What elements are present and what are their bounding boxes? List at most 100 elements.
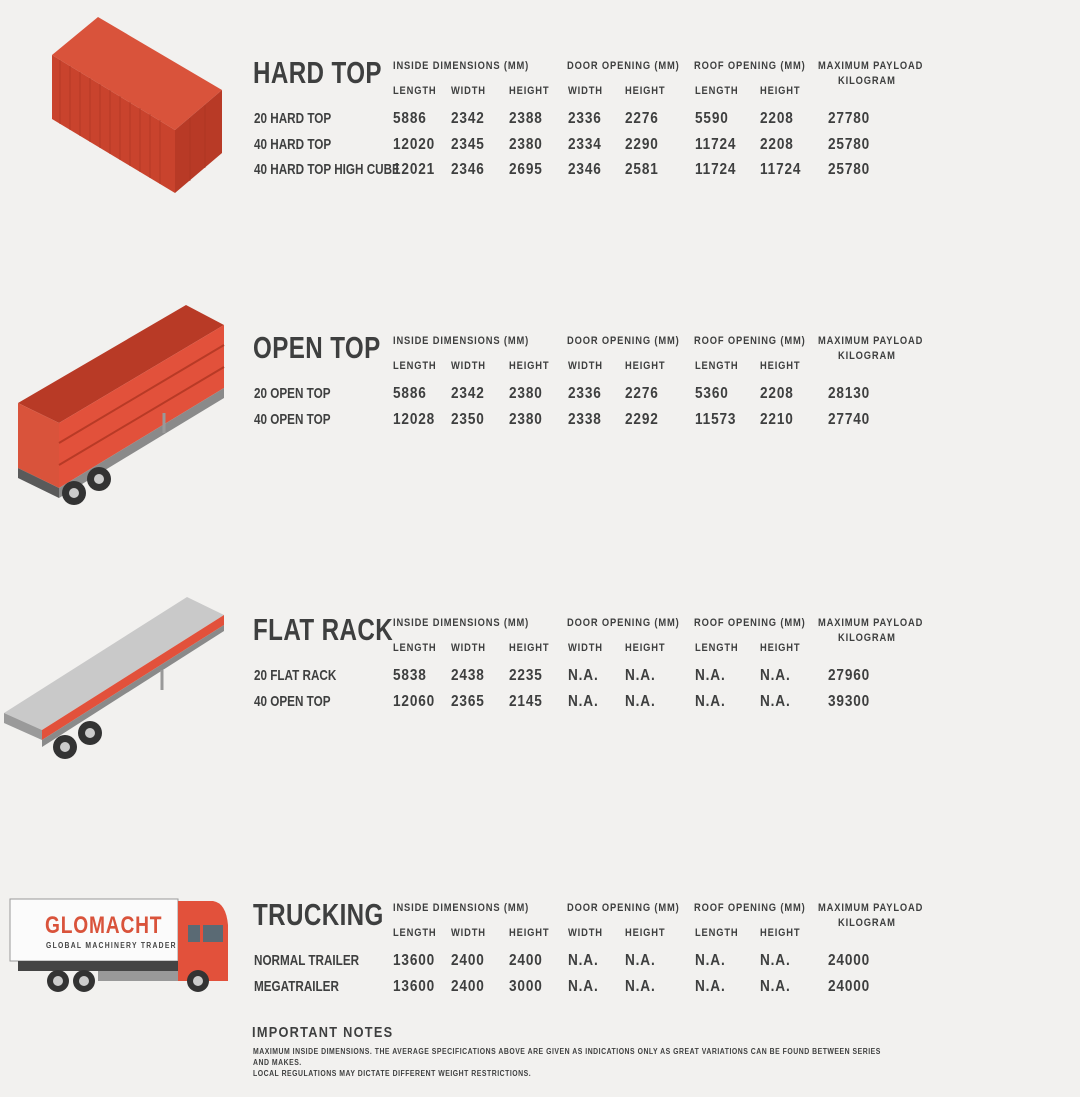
door-opening-header: DOOR OPENING (MM)	[567, 902, 680, 914]
section-title: FLAT RACK	[253, 612, 394, 647]
sub-header-width: WIDTH	[451, 360, 486, 372]
table-cell: N.A.	[760, 977, 791, 995]
table-cell: 5360	[695, 385, 729, 402]
row-label: 20 OPEN TOP	[254, 385, 331, 402]
max-payload-header: MAXIMUM PAYLOAD	[818, 617, 924, 629]
row-label: 40 HARD TOP	[254, 135, 332, 153]
table-cell: N.A.	[625, 667, 656, 684]
sub-header-length: LENGTH	[393, 642, 437, 654]
table-cell: 2334	[568, 135, 602, 153]
table-cell: 2342	[451, 385, 485, 402]
inside-dimensions-header: INSIDE DIMENSIONS (MM)	[393, 335, 530, 347]
sub-header-height: HEIGHT	[760, 360, 801, 372]
sub-header-height: HEIGHT	[625, 85, 666, 97]
inside-dimensions-header: INSIDE DIMENSIONS (MM)	[393, 617, 530, 629]
sub-header-height: HEIGHT	[760, 642, 801, 654]
table-cell: N.A.	[760, 667, 791, 684]
sub-header-width: WIDTH	[451, 85, 486, 97]
table-cell: N.A.	[760, 692, 791, 710]
table-cell: 2380	[509, 410, 543, 428]
table-cell: 2208	[760, 110, 794, 127]
table-cell: 2350	[451, 410, 485, 428]
table-cell: 28130	[828, 385, 871, 402]
sub-header-width: WIDTH	[451, 642, 486, 654]
table-cell: 2342	[451, 110, 485, 127]
door-opening-header: DOOR OPENING (MM)	[567, 335, 680, 347]
table-cell: 2346	[568, 161, 602, 178]
section-open-top: OPEN TOP INSIDE DIMENSIONS (MM) DOOR OPENI…	[0, 330, 1080, 530]
roof-opening-header: ROOF OPENING (MM)	[694, 902, 806, 914]
sub-header-height: HEIGHT	[625, 927, 666, 939]
kilogram-header: KILOGRAM	[838, 350, 896, 362]
table-cell: N.A.	[568, 977, 599, 995]
table-cell: 12020	[393, 135, 436, 153]
sub-header-height: HEIGHT	[760, 85, 801, 97]
sub-header-length: LENGTH	[695, 85, 739, 97]
kilogram-header: KILOGRAM	[838, 632, 896, 644]
table-cell: 5886	[393, 110, 427, 127]
table-cell: 2208	[760, 135, 794, 153]
table-cell: 2338	[568, 410, 602, 428]
table-cell: N.A.	[695, 952, 726, 969]
table-cell: N.A.	[568, 692, 599, 710]
sub-header-length: LENGTH	[695, 360, 739, 372]
table-cell: N.A.	[568, 952, 599, 969]
table-cell: 2388	[509, 110, 543, 127]
table-cell: 2336	[568, 110, 602, 127]
kilogram-header: KILOGRAM	[838, 917, 896, 929]
table-cell: 2336	[568, 385, 602, 402]
roof-opening-header: ROOF OPENING (MM)	[694, 617, 806, 629]
section-flat-rack: FLAT RACK INSIDE DIMENSIONS (MM) DOOR OPEN…	[0, 612, 1080, 812]
table-cell: 2380	[509, 135, 543, 153]
section-title: HARD TOP	[253, 55, 382, 90]
sub-header-height: HEIGHT	[509, 85, 550, 97]
flat-rack-trailer-illustration	[4, 597, 224, 759]
row-label: 20 FLAT RACK	[254, 667, 337, 684]
table-cell: 25780	[828, 135, 871, 153]
table-cell: N.A.	[625, 977, 656, 995]
inside-dimensions-header: INSIDE DIMENSIONS (MM)	[393, 902, 530, 914]
table-cell: N.A.	[695, 692, 726, 710]
truck-logo-brand: GLOMACHT	[45, 912, 163, 939]
table-cell: 11724	[695, 135, 737, 153]
sub-header-height: HEIGHT	[509, 642, 550, 654]
sub-header-height: HEIGHT	[625, 642, 666, 654]
sub-header-width: WIDTH	[568, 927, 603, 939]
table-cell: 27780	[828, 110, 871, 127]
notes-text: MAXIMUM INSIDE DIMENSIONS. THE AVERAGE S…	[253, 1046, 889, 1079]
sub-header-width: WIDTH	[568, 85, 603, 97]
sub-header-length: LENGTH	[695, 927, 739, 939]
sub-header-height: HEIGHT	[509, 927, 550, 939]
row-label: 40 OPEN TOP	[254, 410, 331, 428]
door-opening-header: DOOR OPENING (MM)	[567, 617, 680, 629]
table-cell: 3000	[509, 977, 543, 995]
notes-line-2: LOCAL REGULATIONS MAY DICTATE DIFFERENT …	[253, 1069, 532, 1078]
table-cell: N.A.	[625, 692, 656, 710]
row-label: 40 OPEN TOP	[254, 692, 331, 710]
table-cell: 2400	[451, 977, 485, 995]
section-title: TRUCKING	[253, 897, 384, 932]
section-title: OPEN TOP	[253, 330, 381, 365]
table-cell: 11724	[695, 161, 737, 178]
table-cell: 11573	[695, 410, 737, 428]
table-cell: 2276	[625, 385, 659, 402]
row-label: NORMAL TRAILER	[254, 952, 360, 969]
table-cell: 24000	[828, 952, 871, 969]
row-label: MEGATRAILER	[254, 977, 339, 995]
table-cell: 2145	[509, 692, 543, 710]
table-cell: 12028	[393, 410, 436, 428]
table-cell: 5886	[393, 385, 427, 402]
table-cell: 27740	[828, 410, 871, 428]
sub-header-width: WIDTH	[568, 360, 603, 372]
table-cell: 27960	[828, 667, 871, 684]
table-cell: 2380	[509, 385, 543, 402]
notes-title: IMPORTANT NOTES	[252, 1024, 394, 1041]
table-cell: 13600	[393, 977, 436, 995]
roof-opening-header: ROOF OPENING (MM)	[694, 60, 806, 72]
open-top-trailer-illustration	[18, 305, 225, 505]
sub-header-length: LENGTH	[393, 360, 437, 372]
table-cell: N.A.	[760, 952, 791, 969]
table-cell: 2276	[625, 110, 659, 127]
section-trucking: TRUCKING INSIDE DIMENSIONS (MM) DOOR OPENI…	[0, 897, 1080, 1097]
table-cell: N.A.	[568, 667, 599, 684]
